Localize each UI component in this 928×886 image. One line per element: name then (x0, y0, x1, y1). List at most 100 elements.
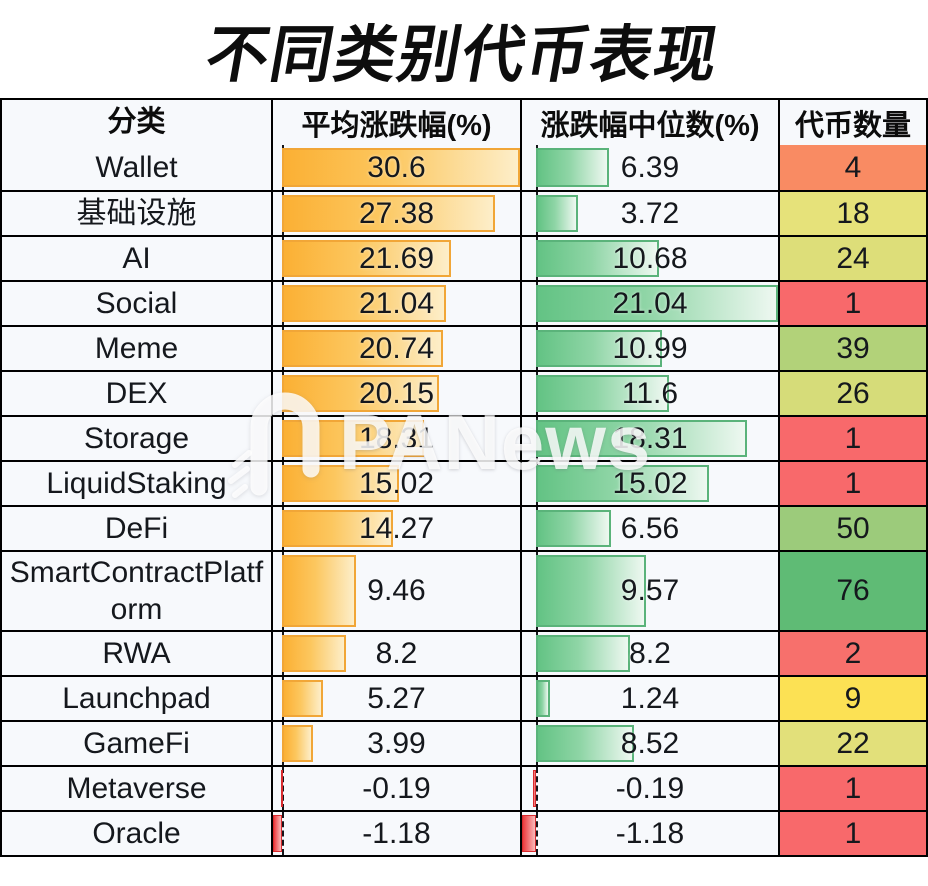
value-label: 5.27 (367, 681, 426, 715)
median-change-cell: 9.57 (520, 552, 778, 630)
value-label: 11.6 (621, 376, 679, 410)
data-bar (282, 680, 324, 717)
median-change-cell: 6.39 (520, 145, 778, 190)
header-token-count: 代币数量 (778, 100, 926, 145)
data-bar (282, 725, 314, 762)
category-cell: Wallet (95, 151, 178, 184)
performance-table: 分类 平均涨跌幅(%) 涨跌幅中位数(%) 代币数量 Wallet 30.6 6… (0, 98, 928, 857)
data-bar (282, 195, 495, 232)
category-cell: Launchpad (62, 682, 211, 715)
token-count-cell: 76 (778, 552, 926, 630)
table-row: GameFi 3.99 8.52 22 (2, 720, 926, 765)
data-bar (282, 330, 444, 367)
token-count-cell: 39 (778, 327, 926, 370)
category-cell: Metaverse (66, 772, 207, 805)
median-change-cell: 10.68 (520, 237, 778, 280)
median-change-cell: 21.04 (520, 282, 778, 325)
avg-change-cell: 20.74 (271, 327, 520, 370)
value-label: 14.27 (358, 511, 435, 545)
data-bar (282, 148, 520, 187)
avg-change-cell: 21.69 (271, 237, 520, 280)
median-change-cell: -1.18 (520, 812, 778, 855)
data-bar (282, 635, 346, 672)
table-header-row: 分类 平均涨跌幅(%) 涨跌幅中位数(%) 代币数量 (2, 100, 926, 145)
category-cell: Oracle (92, 817, 181, 850)
table-row: Oracle -1.18 -1.18 1 (2, 810, 926, 855)
avg-change-cell: 30.6 (271, 145, 520, 190)
median-change-cell: 3.72 (520, 192, 778, 235)
table-row: Wallet 30.6 6.39 4 (2, 145, 926, 190)
median-change-cell: 11.6 (520, 372, 778, 415)
table-row: Meme 20.74 10.99 39 (2, 325, 926, 370)
table-row: Launchpad 5.27 1.24 9 (2, 675, 926, 720)
value-label: 6.56 (620, 511, 680, 545)
value-label: 20.15 (358, 376, 435, 410)
table-row: DEX 20.15 11.6 26 (2, 370, 926, 415)
value-label: 10.99 (612, 331, 688, 365)
median-change-cell: 18.31 (520, 417, 778, 460)
category-cell: LiquidStaking (46, 467, 227, 500)
category-cell: Storage (83, 422, 190, 455)
table-row: LiquidStaking 15.02 15.02 1 (2, 460, 926, 505)
data-bar (535, 725, 634, 762)
avg-change-cell: 3.99 (271, 722, 520, 765)
token-count-cell: 2 (778, 632, 926, 675)
token-count-cell: 1 (778, 462, 926, 505)
value-label: 9.57 (620, 574, 680, 607)
title-bar: 不同类别代币表现 (0, 0, 928, 98)
category-cell: DeFi (104, 512, 169, 545)
data-bar (535, 465, 709, 502)
avg-change-cell: -1.18 (271, 812, 520, 855)
token-count-cell: 4 (778, 145, 926, 190)
category-cell: Social (95, 287, 178, 320)
token-count-cell: 1 (778, 282, 926, 325)
value-label: 30.6 (367, 150, 426, 184)
data-bar (535, 555, 646, 627)
table-row: Metaverse -0.19 -0.19 1 (2, 765, 926, 810)
data-bar (535, 195, 579, 232)
databar-axis (282, 767, 285, 810)
category-cell: AI (122, 242, 151, 275)
avg-change-cell: 27.38 (271, 192, 520, 235)
table-row: SmartContractPlatform 9.46 9.57 76 (2, 550, 926, 630)
token-count-cell: 18 (778, 192, 926, 235)
category-cell: GameFi (83, 727, 190, 760)
databar-axis (535, 767, 538, 810)
category-cell: RWA (102, 637, 171, 670)
avg-change-cell: 9.46 (271, 552, 520, 630)
databar-axis (282, 812, 285, 855)
value-label: -1.18 (615, 816, 685, 850)
table-body: Wallet 30.6 6.39 4 基础设施 27.38 3.72 18 AI… (2, 145, 926, 855)
data-bar (282, 555, 356, 627)
data-bar (535, 240, 659, 277)
value-label: 21.69 (358, 241, 435, 275)
median-change-cell: 6.56 (520, 507, 778, 550)
value-label: 8.52 (620, 726, 680, 760)
avg-change-cell: 5.27 (271, 677, 520, 720)
data-bar (535, 375, 670, 412)
data-bar (280, 770, 283, 807)
value-label: 18.31 (612, 421, 688, 455)
value-label: 21.04 (358, 286, 435, 320)
value-label: 3.72 (620, 196, 680, 230)
value-label: 8.2 (629, 636, 671, 670)
value-label: 15.02 (612, 466, 688, 500)
median-change-cell: 8.52 (520, 722, 778, 765)
category-cell: 基础设施 (76, 197, 197, 230)
value-label: -0.19 (362, 771, 431, 805)
data-bar (282, 285, 446, 322)
header-avg-change: 平均涨跌幅(%) (271, 100, 520, 145)
token-count-cell: 9 (778, 677, 926, 720)
table-row: DeFi 14.27 6.56 50 (2, 505, 926, 550)
value-label: 20.74 (358, 331, 435, 365)
median-change-cell: 10.99 (520, 327, 778, 370)
value-label: -0.19 (615, 771, 685, 805)
token-count-cell: 26 (778, 372, 926, 415)
avg-change-cell: 14.27 (271, 507, 520, 550)
page-title: 不同类别代币表现 (200, 21, 725, 90)
avg-change-cell: 21.04 (271, 282, 520, 325)
category-cell: DEX (105, 377, 168, 410)
value-label: 9.46 (367, 574, 426, 607)
token-count-cell: 1 (778, 767, 926, 810)
value-label: 21.04 (612, 286, 688, 320)
